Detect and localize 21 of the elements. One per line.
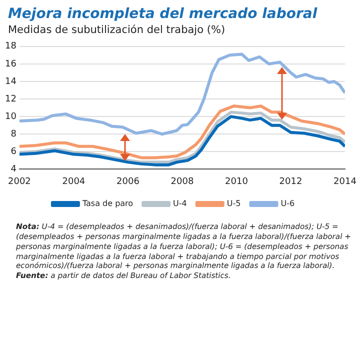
y-tick-label: 18	[5, 42, 17, 52]
y-tick-label: 8	[10, 129, 17, 140]
chart-subtitle: Medidas de subutilización del trabajo (%)	[8, 24, 226, 36]
x-tick-label: 2008	[170, 176, 194, 187]
y-tick-label: 10	[5, 112, 17, 122]
legend-label: U-4	[173, 199, 187, 208]
x-tick-label: 2002	[8, 176, 31, 187]
x-tick-label: 2010	[225, 176, 248, 187]
legend-label: U-5	[226, 199, 241, 208]
x-tick-label: 2014	[334, 176, 357, 187]
y-tick-label: 4	[10, 164, 17, 175]
y-tick-label: 14	[5, 76, 17, 87]
chart-title: Mejora incompleta del mercado laboral	[8, 6, 318, 22]
y-tick-label: 12	[5, 94, 16, 104]
legend-label: Tasa de paro	[81, 199, 134, 208]
legend-label: U-6	[280, 199, 295, 208]
y-tick-label: 6	[10, 147, 17, 157]
x-tick-label: 2004	[62, 176, 86, 187]
x-tick-label: 2006	[116, 176, 140, 187]
x-tick-label: 2012	[279, 176, 302, 187]
y-tick-label: 16	[5, 59, 17, 70]
